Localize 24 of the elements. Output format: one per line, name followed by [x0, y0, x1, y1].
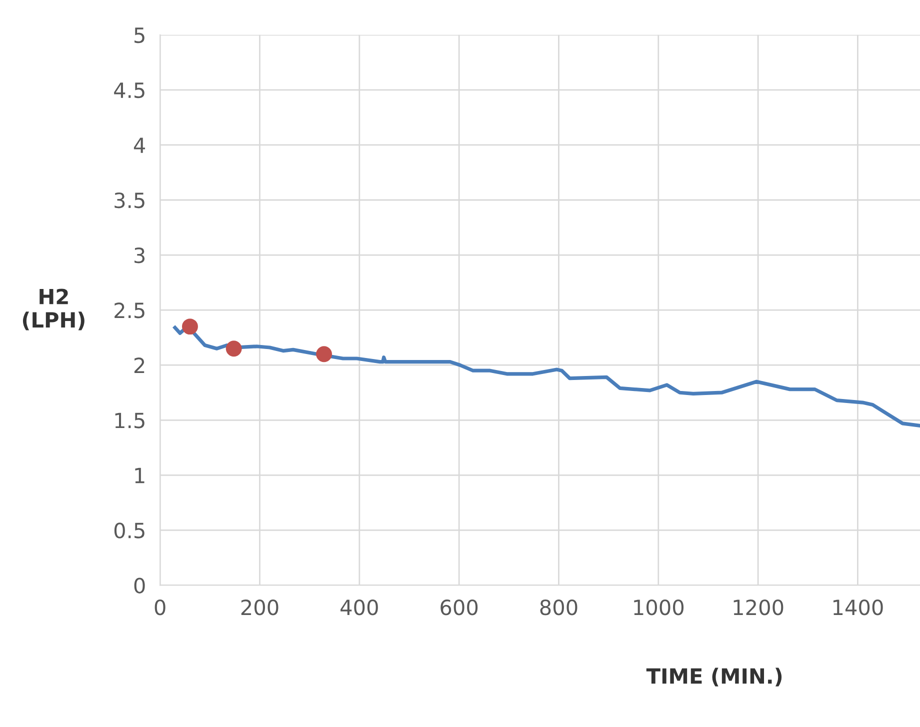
y-tick-label: 0 — [134, 578, 145, 594]
y-tick-label: 1.5 — [115, 412, 144, 428]
x-tick-label: 600 — [440, 599, 478, 616]
x-tick-label: 400 — [340, 599, 378, 616]
y-tick-label: 2 — [134, 358, 144, 374]
point — [226, 340, 242, 357]
y-tick-label: 3.5 — [114, 192, 144, 208]
x-tick-label: 1200 — [734, 599, 784, 616]
x-tick-label: 1400 — [833, 599, 883, 616]
x-axis-title: TIME (MIN.) — [646, 668, 782, 686]
y-tick-label: 3 — [134, 247, 145, 264]
y-tick-label: 5 — [134, 28, 144, 44]
x-tick-label: 1000 — [634, 599, 684, 616]
point — [182, 318, 198, 335]
x-tick-label: 0 — [154, 599, 166, 616]
y-tick-label: 0.5 — [114, 522, 144, 538]
y-tick-label: 4.5 — [114, 82, 144, 98]
x-tick-label: 200 — [241, 599, 278, 616]
point — [316, 346, 332, 362]
y-tick-label: 2.5 — [114, 302, 144, 318]
x-tick-label: 800 — [540, 599, 578, 616]
y-tick-label: 4 — [134, 138, 146, 153]
y-axis-title: H2 (LPH) — [22, 288, 84, 330]
y-tick-label: 1 — [135, 468, 144, 484]
